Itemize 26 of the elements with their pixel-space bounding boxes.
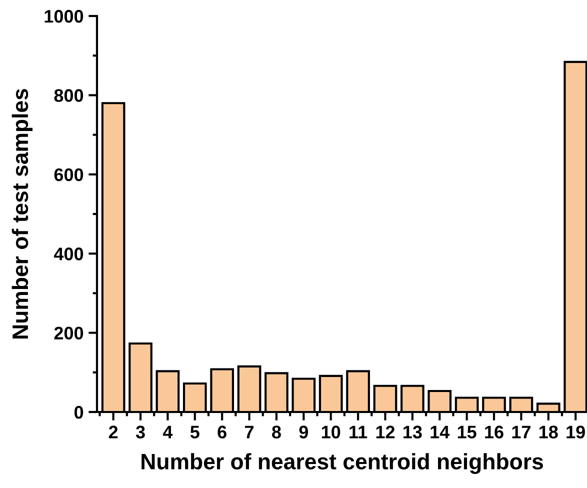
x-tick-label: 11	[350, 426, 368, 438]
x-tick-label: 4	[162, 426, 173, 438]
y-tick-label: 600	[54, 168, 84, 182]
x-tick-label: 12	[376, 426, 395, 438]
x-tick-label: 3	[136, 426, 145, 438]
x-tick-label: 15	[458, 426, 476, 438]
x-tick-label: 2	[108, 426, 118, 438]
y-tick-label: 400	[54, 248, 84, 260]
y-tick-label: 800	[54, 89, 84, 102]
x-tick-label: 8	[272, 426, 281, 438]
x-tick-label: 6	[218, 426, 226, 438]
y-tick-label: 0	[74, 406, 84, 419]
x-tick-label: 10	[322, 426, 340, 438]
x-tick-label: 18	[539, 426, 558, 438]
x-axis-title: Number of nearest centroid neighbors	[142, 453, 543, 474]
x-tick-label: 9	[299, 426, 308, 438]
x-tick-label: 13	[404, 426, 422, 438]
x-tick-label: 19	[566, 426, 585, 438]
y-tick-label: 1000	[44, 10, 84, 23]
x-tick-label: 7	[245, 426, 254, 438]
x-tick-label: 17	[512, 426, 530, 438]
x-tick-label: 14	[430, 426, 450, 438]
x-tick-label: 16	[485, 426, 504, 438]
x-tick-label: 5	[190, 426, 200, 438]
y-axis-title: Number of test samples	[12, 88, 33, 338]
y-tick-label: 200	[54, 326, 84, 340]
